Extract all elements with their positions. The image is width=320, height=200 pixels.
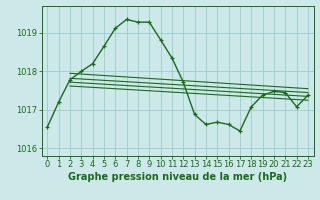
X-axis label: Graphe pression niveau de la mer (hPa): Graphe pression niveau de la mer (hPa): [68, 172, 287, 182]
